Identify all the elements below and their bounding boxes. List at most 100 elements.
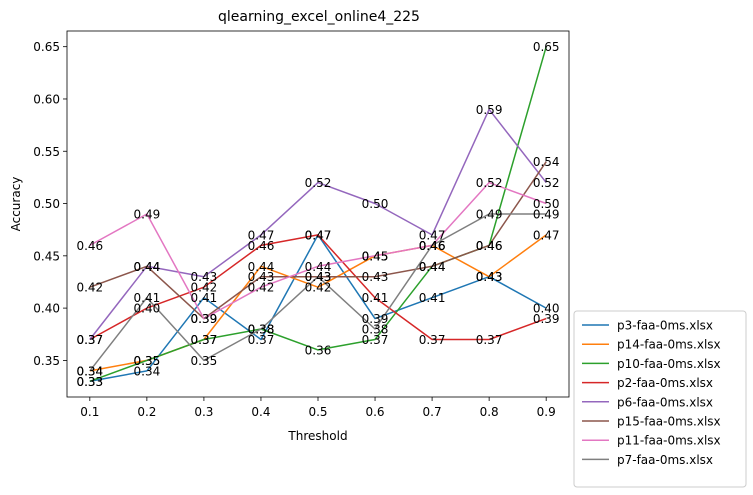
data-label: 0.52: [533, 176, 560, 190]
data-label: 0.44: [134, 260, 161, 274]
data-label: 0.59: [476, 103, 503, 117]
data-label: 0.43: [191, 270, 218, 284]
data-label: 0.38: [248, 323, 275, 337]
data-label: 0.37: [248, 333, 275, 347]
x-axis-label: Threshold: [287, 429, 347, 443]
y-axis-label: Accuracy: [9, 177, 23, 232]
series-line-7: [89, 181, 547, 320]
data-label: 0.43: [248, 270, 275, 284]
data-label: 0.47: [305, 228, 332, 242]
chart-title: qlearning_excel_online4_225: [218, 9, 420, 25]
data-label: 0.33: [76, 375, 103, 389]
data-label: 0.39: [362, 312, 389, 326]
data-label: 0.41: [134, 291, 161, 305]
data-label: 0.35: [134, 354, 161, 368]
data-label: 0.39: [533, 312, 560, 326]
series-line-8: [89, 213, 547, 372]
data-label: 0.34: [76, 364, 103, 378]
legend-label-5: p6-faa-0ms.xlsx: [617, 395, 713, 409]
legend-label-6: p15-faa-0ms.xlsx: [617, 415, 721, 429]
series-line-5: [89, 108, 547, 340]
legend-label-1: p3-faa-0ms.xlsx: [617, 319, 713, 333]
data-label: 0.43: [305, 270, 332, 284]
data-label: 0.34: [134, 364, 161, 378]
data-label: 0.50: [362, 197, 389, 211]
legend-label-8: p7-faa-0ms.xlsx: [617, 453, 713, 467]
data-label: 0.47: [248, 228, 275, 242]
data-label: 0.49: [476, 208, 503, 222]
legend-label-3: p10-faa-0ms.xlsx: [617, 357, 721, 371]
legend: p3-faa-0ms.xlsx p14-faa-0ms.xlsx p10-faa-0…: [573, 310, 747, 488]
data-label: 0.44: [419, 260, 446, 274]
data-label: 0.37: [362, 333, 389, 347]
x-tick-label: 0.3: [194, 405, 213, 419]
x-tick-label: 0.4: [251, 405, 270, 419]
data-label: 0.45: [362, 249, 389, 263]
data-label: 0.47: [533, 228, 560, 242]
data-label: 0.34: [76, 364, 103, 378]
data-label: 0.46: [476, 239, 503, 253]
data-label: 0.43: [305, 270, 332, 284]
y-tick-label: 0.65: [33, 40, 60, 54]
data-label: 0.36: [305, 343, 332, 357]
x-tick-label: 0.7: [423, 405, 442, 419]
y-tick-label: 0.50: [33, 197, 60, 211]
y-tick-label: 0.40: [33, 302, 60, 316]
data-label: 0.50: [533, 197, 560, 211]
x-tick-label: 0.9: [537, 405, 556, 419]
data-label: 0.37: [191, 333, 218, 347]
plot-area: 0.330.340.410.370.470.390.410.430.400.34…: [33, 30, 570, 419]
data-label: 0.35: [191, 354, 218, 368]
y-tick-label: 0.60: [33, 92, 60, 106]
data-label: 0.37: [76, 333, 103, 347]
data-label: 0.37: [476, 333, 503, 347]
x-tick-label: 0.1: [80, 405, 99, 419]
data-label: 0.43: [362, 270, 389, 284]
data-label: 0.42: [191, 281, 218, 295]
y-tick-label: 0.35: [33, 354, 60, 368]
data-label: 0.44: [248, 260, 275, 274]
data-label: 0.40: [134, 302, 161, 316]
data-label: 0.46: [248, 239, 275, 253]
data-label: 0.33: [76, 375, 103, 389]
data-label: 0.37: [419, 333, 446, 347]
data-label: 0.42: [76, 281, 103, 295]
legend-label-7: p11-faa-0ms.xlsx: [617, 434, 721, 448]
data-label: 0.42: [248, 281, 275, 295]
data-label: 0.46: [76, 239, 103, 253]
data-label: 0.37: [76, 333, 103, 347]
x-tick-label: 0.2: [137, 405, 156, 419]
data-label: 0.44: [305, 260, 332, 274]
y-tick-label: 0.45: [33, 249, 60, 263]
data-label: 0.49: [533, 208, 560, 222]
data-label: 0.43: [476, 270, 503, 284]
data-label: 0.44: [134, 260, 161, 274]
data-label: 0.54: [533, 155, 560, 169]
data-label: 0.47: [305, 228, 332, 242]
data-label: 0.52: [305, 176, 332, 190]
data-label: 0.39: [191, 312, 218, 326]
x-tick-label: 0.5: [308, 405, 327, 419]
data-label: 0.35: [134, 354, 161, 368]
data-label: 0.46: [419, 239, 446, 253]
data-label: 0.39: [191, 312, 218, 326]
data-label: 0.41: [419, 291, 446, 305]
data-label: 0.43: [476, 270, 503, 284]
data-label: 0.38: [248, 323, 275, 337]
data-label: 0.49: [134, 208, 161, 222]
data-label: 0.46: [476, 239, 503, 253]
data-label: 0.44: [419, 260, 446, 274]
legend-label-4: p2-faa-0ms.xlsx: [617, 376, 713, 390]
data-label: 0.45: [362, 249, 389, 263]
data-label: 0.65: [533, 40, 560, 54]
data-label: 0.46: [419, 239, 446, 253]
data-label: 0.41: [362, 291, 389, 305]
data-label: 0.38: [362, 323, 389, 337]
data-label: 0.42: [305, 281, 332, 295]
x-tick-label: 0.8: [480, 405, 499, 419]
legend-box: [573, 310, 747, 488]
x-tick-label: 0.6: [365, 405, 384, 419]
legend-label-2: p14-faa-0ms.xlsx: [617, 338, 721, 352]
y-tick-label: 0.55: [33, 145, 60, 159]
